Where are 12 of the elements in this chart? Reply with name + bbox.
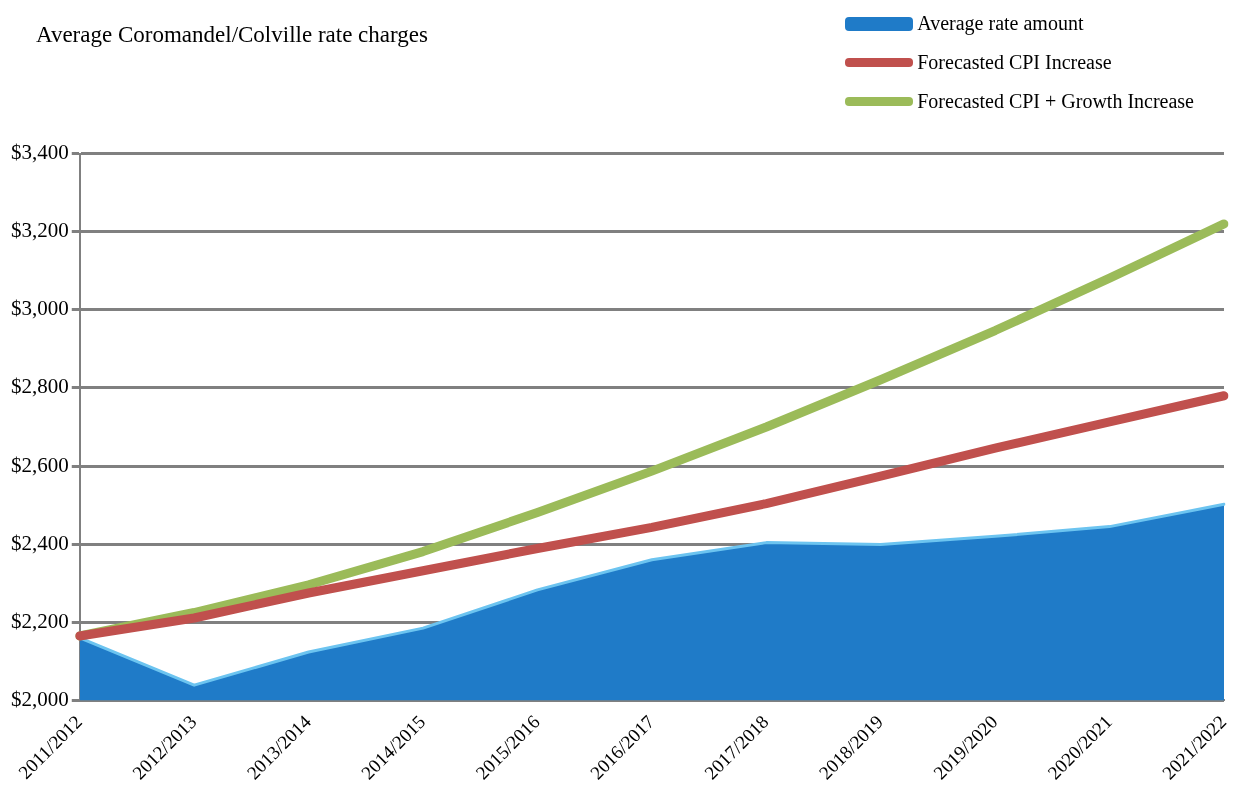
y-tick-label: $2,800 [11,374,69,399]
legend-label: Average rate amount [917,12,1084,35]
y-tick-label: $2,200 [11,608,69,633]
y-tick-label: $3,200 [11,218,69,243]
legend-label: Forecasted CPI + Growth Increase [917,90,1194,113]
y-tick-label: $2,600 [11,452,69,477]
y-tick-label: $3,000 [11,296,69,321]
chart-title: Average Coromandel/Colville rate charges [36,22,428,48]
y-tick-label: $2,000 [11,686,69,711]
y-tick-label: $2,400 [11,530,69,555]
y-tick-label: $3,400 [11,140,69,165]
legend-label: Forecasted CPI Increase [917,51,1112,74]
